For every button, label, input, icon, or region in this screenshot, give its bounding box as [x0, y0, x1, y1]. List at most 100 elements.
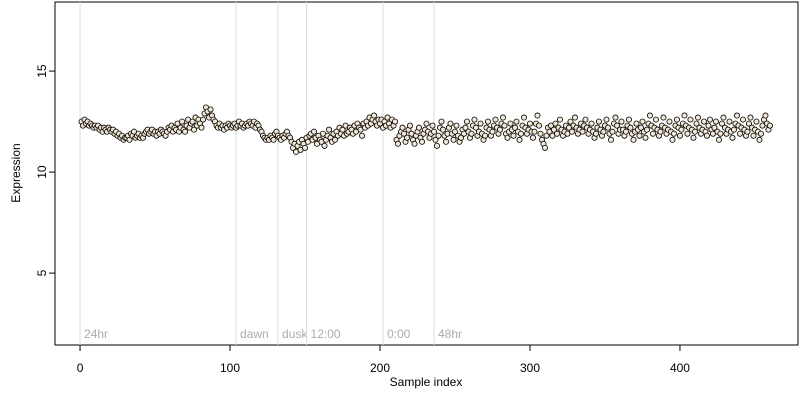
point	[516, 136, 523, 143]
point	[438, 118, 445, 125]
point	[627, 124, 634, 131]
point	[700, 118, 707, 125]
point	[604, 124, 611, 131]
point	[607, 136, 614, 143]
point	[395, 140, 402, 147]
point	[537, 130, 544, 137]
point	[463, 118, 470, 125]
point	[520, 114, 527, 121]
point	[442, 138, 449, 145]
point	[622, 128, 629, 135]
point	[756, 136, 763, 143]
point	[207, 106, 214, 113]
point	[489, 128, 496, 135]
point	[691, 128, 698, 135]
point	[652, 116, 659, 123]
point	[733, 112, 740, 119]
x-tick-label: 400	[670, 361, 690, 375]
point	[592, 130, 599, 137]
point	[588, 120, 595, 127]
point	[429, 122, 436, 129]
point	[321, 142, 328, 149]
point	[481, 132, 488, 139]
point	[492, 116, 499, 123]
point	[633, 120, 640, 127]
point	[126, 136, 133, 143]
point	[534, 112, 541, 119]
point	[392, 118, 399, 125]
point	[613, 122, 620, 129]
point	[670, 130, 677, 137]
point	[678, 126, 685, 133]
point	[332, 136, 339, 143]
y-tick-label: 5	[35, 269, 49, 276]
point	[673, 116, 680, 123]
y-tick-label: 15	[35, 64, 49, 78]
annotation-label: 12:00	[311, 327, 341, 341]
point	[705, 122, 712, 129]
point	[612, 114, 619, 121]
point	[435, 132, 442, 139]
point	[567, 118, 574, 125]
point	[739, 116, 746, 123]
point	[535, 122, 542, 129]
point	[568, 128, 575, 135]
point	[513, 118, 520, 125]
y-axis-label: Expression	[9, 143, 23, 202]
point	[625, 116, 632, 123]
point	[684, 130, 691, 137]
point	[630, 136, 637, 143]
point	[706, 116, 713, 123]
point	[191, 126, 198, 133]
annotation-label: dusk	[282, 327, 308, 341]
point	[757, 130, 764, 137]
point	[637, 124, 644, 131]
point	[371, 112, 378, 119]
point	[457, 134, 464, 141]
point	[660, 114, 667, 121]
point	[471, 116, 478, 123]
annotation-label: dawn	[240, 327, 269, 341]
point	[579, 128, 586, 135]
point	[729, 134, 736, 141]
point	[484, 118, 491, 125]
point	[649, 130, 656, 137]
point	[552, 120, 559, 127]
point	[666, 118, 673, 125]
point	[433, 142, 440, 149]
point	[501, 122, 508, 129]
point	[447, 120, 454, 127]
point	[517, 130, 524, 137]
x-tick-label: 300	[520, 361, 540, 375]
annotation-label: 0:00	[387, 327, 411, 341]
x-tick-label: 0	[77, 361, 84, 375]
point	[715, 136, 722, 143]
point	[401, 130, 408, 137]
point	[718, 120, 725, 127]
point	[762, 112, 769, 119]
point	[419, 138, 426, 145]
point	[643, 126, 650, 133]
point	[510, 132, 517, 139]
point	[687, 116, 694, 123]
point	[423, 120, 430, 127]
point	[450, 136, 457, 143]
point	[646, 112, 653, 119]
point	[642, 134, 649, 141]
point	[541, 144, 548, 151]
point	[472, 124, 479, 131]
point	[311, 128, 318, 135]
annotation-label: 24hr	[84, 327, 108, 341]
y-tick-label: 10	[35, 165, 49, 179]
point	[711, 124, 718, 131]
point	[603, 116, 610, 123]
x-axis-label: Sample index	[390, 375, 463, 389]
point	[556, 116, 563, 123]
point	[676, 132, 683, 139]
point	[750, 132, 757, 139]
point	[416, 124, 423, 131]
point	[730, 126, 737, 133]
point	[200, 116, 207, 123]
x-tick-label: 200	[370, 361, 390, 375]
